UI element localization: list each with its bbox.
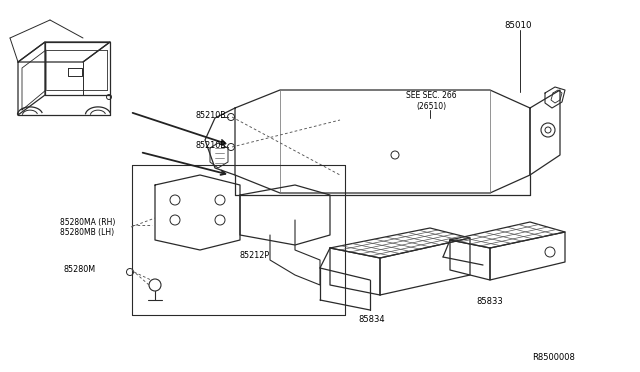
Text: (26510): (26510) <box>416 102 446 110</box>
Text: R8500008: R8500008 <box>532 353 575 362</box>
Text: 85833: 85833 <box>476 298 503 307</box>
Text: 85212P: 85212P <box>240 250 270 260</box>
Text: 85280MA (RH): 85280MA (RH) <box>60 218 115 227</box>
Text: SEE SEC. 266: SEE SEC. 266 <box>406 90 456 99</box>
Text: 85280MB (LH): 85280MB (LH) <box>60 228 114 237</box>
Text: 85010: 85010 <box>504 20 531 29</box>
Text: 85210B: 85210B <box>195 141 226 150</box>
Text: 85834: 85834 <box>358 315 385 324</box>
Text: 85280M: 85280M <box>63 266 95 275</box>
Text: 85210B: 85210B <box>195 110 226 119</box>
